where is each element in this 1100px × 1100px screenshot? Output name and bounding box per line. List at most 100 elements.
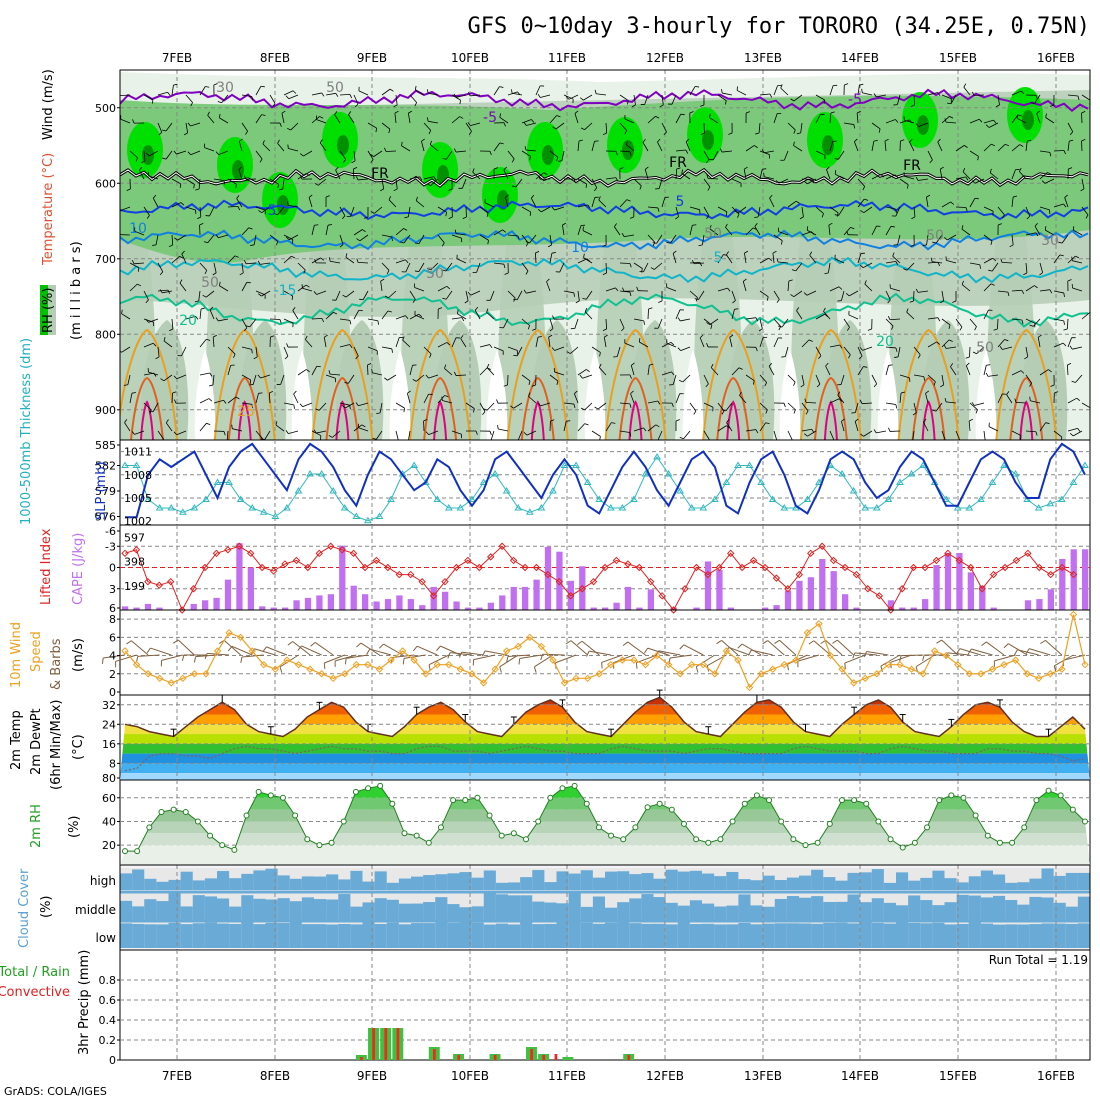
upper-barb-tick <box>737 213 740 218</box>
upper-barb <box>362 290 369 300</box>
cloud-fill <box>835 922 848 948</box>
upper-barb <box>249 318 257 328</box>
rh-point <box>158 808 165 815</box>
upper-barb-tick <box>442 297 447 300</box>
upper-barb <box>962 171 971 180</box>
li-tick-0: -6 <box>105 525 116 538</box>
upper-barb <box>689 225 693 236</box>
upper-barb <box>778 231 789 236</box>
cape-bar <box>327 594 334 610</box>
pressure-tick-2: 700 <box>95 253 116 266</box>
ylabel-2m-rh: 2m RH <box>29 804 44 848</box>
cloud-fill <box>447 904 460 920</box>
thick-tick-3: 576 <box>95 511 116 524</box>
wind-barb <box>986 641 1005 656</box>
upper-barb-tick <box>949 115 954 119</box>
upper-barb <box>885 206 896 210</box>
cloud-fill <box>908 895 921 920</box>
contour-30 <box>911 376 946 440</box>
upper-barb-tick <box>706 343 709 348</box>
cloud-fill <box>1005 882 1018 890</box>
upper-barb-tick <box>917 354 921 359</box>
upper-barb <box>357 261 369 264</box>
upper-barb <box>1036 113 1041 124</box>
upper-barb <box>165 122 173 132</box>
upper-barb <box>292 310 299 320</box>
contour-25 <box>120 328 178 440</box>
contour-35 <box>237 400 252 440</box>
contour-label: 5 <box>714 250 723 266</box>
cloud-fill <box>277 898 291 920</box>
thickness-point <box>768 495 777 502</box>
thickness-point <box>479 478 488 485</box>
contour-label: 5 <box>676 194 685 210</box>
upper-barb <box>1067 122 1074 132</box>
cloud-level-low: low <box>96 931 117 945</box>
upper-barb-tick <box>1067 362 1072 366</box>
cape-bar <box>224 579 232 610</box>
wind-barb <box>392 654 415 658</box>
upper-barb-tick <box>778 325 783 328</box>
rh-core-deep <box>542 145 554 165</box>
thickness-point <box>340 504 349 511</box>
upper-barb-tick <box>253 356 258 360</box>
temp-tick-3: 8 <box>109 757 116 770</box>
rh-band <box>120 809 1090 822</box>
cloud-fill <box>1017 924 1030 948</box>
thickness-point <box>225 478 233 485</box>
upper-barb-tick <box>1027 139 1032 142</box>
upper-barb <box>148 371 159 376</box>
wind-barb-tick <box>101 657 104 665</box>
wind-speed-point <box>202 670 210 678</box>
cape-bar <box>533 579 540 610</box>
upper-barb-tick <box>602 272 607 276</box>
thickness-point <box>294 487 303 494</box>
li-point <box>441 577 449 586</box>
wind-speed-point <box>271 665 280 673</box>
upper-barb <box>1039 150 1050 153</box>
upper-barb-tick <box>948 324 951 329</box>
upper-barb <box>297 262 306 271</box>
li-point <box>384 563 392 572</box>
upper-barb-tick <box>441 242 445 247</box>
li-point <box>589 577 598 586</box>
upper-barb <box>367 346 378 352</box>
cloud-fill <box>362 902 376 920</box>
cloud-fill <box>265 899 279 920</box>
upper-barb <box>586 290 593 300</box>
upper-barb <box>969 402 978 410</box>
upper-barb-tick <box>639 185 642 190</box>
upper-barb <box>899 119 910 124</box>
upper-barb <box>339 318 350 321</box>
upper-barb-tick <box>259 158 263 163</box>
rh-point <box>559 785 566 792</box>
upper-barb-tick <box>693 410 697 415</box>
wind-barb-tick <box>181 654 185 661</box>
upper-barb-tick <box>158 131 163 136</box>
cape-bar <box>762 607 769 610</box>
cloud-fill <box>423 875 436 890</box>
wind-speed-point <box>560 679 569 687</box>
upper-barb <box>405 262 411 273</box>
upper-barb <box>1025 262 1028 273</box>
upper-barb <box>241 402 252 405</box>
upper-barb <box>395 315 406 320</box>
li-point <box>841 563 849 572</box>
cape-bar <box>1070 549 1077 610</box>
wind-speed-point <box>491 665 499 673</box>
cloud-fill <box>386 882 400 890</box>
upper-barb <box>969 150 979 157</box>
upper-barb-tick <box>200 307 206 310</box>
upper-barb-tick <box>529 156 531 161</box>
upper-barb <box>764 150 775 154</box>
upper-barb-tick <box>375 128 378 133</box>
x-label-11feb: 11FEB <box>548 1069 586 1083</box>
upper-barb-tick <box>900 139 905 142</box>
upper-barb-tick <box>694 298 699 300</box>
wind-barb-tick <box>747 649 752 656</box>
contour-30 <box>520 376 555 440</box>
rh-point <box>984 832 991 839</box>
cloud-fill <box>277 923 291 948</box>
upper-barb <box>909 141 915 152</box>
